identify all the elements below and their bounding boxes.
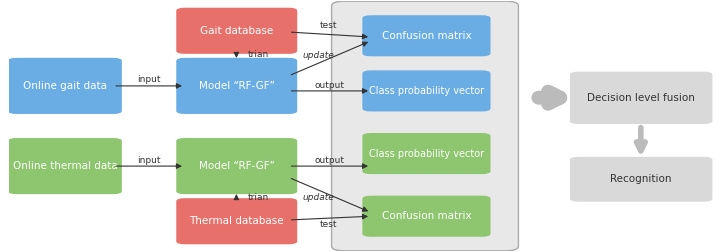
Text: test: test bbox=[319, 21, 337, 30]
FancyBboxPatch shape bbox=[570, 72, 712, 124]
Text: input: input bbox=[137, 75, 160, 84]
Text: Class probability vector: Class probability vector bbox=[369, 149, 484, 159]
Text: Class probability vector: Class probability vector bbox=[369, 86, 484, 96]
FancyBboxPatch shape bbox=[176, 198, 297, 244]
Text: Recognition: Recognition bbox=[611, 174, 672, 184]
Text: Decision level fusion: Decision level fusion bbox=[587, 93, 695, 103]
Text: update: update bbox=[303, 51, 335, 60]
Text: Confusion matrix: Confusion matrix bbox=[382, 211, 471, 221]
Text: test: test bbox=[319, 220, 337, 230]
Text: Online gait data: Online gait data bbox=[23, 81, 107, 91]
Text: input: input bbox=[137, 156, 160, 165]
FancyBboxPatch shape bbox=[332, 1, 518, 251]
FancyBboxPatch shape bbox=[570, 157, 712, 202]
Text: Gait database: Gait database bbox=[200, 26, 274, 36]
FancyBboxPatch shape bbox=[176, 8, 297, 54]
Text: Confusion matrix: Confusion matrix bbox=[382, 31, 471, 41]
FancyBboxPatch shape bbox=[362, 133, 491, 174]
FancyBboxPatch shape bbox=[362, 15, 491, 56]
Text: Model “RF-GF”: Model “RF-GF” bbox=[199, 81, 274, 91]
Text: Model “RF-GF”: Model “RF-GF” bbox=[199, 161, 274, 171]
Text: trian: trian bbox=[248, 193, 269, 202]
FancyBboxPatch shape bbox=[176, 58, 297, 114]
FancyBboxPatch shape bbox=[362, 70, 491, 111]
FancyBboxPatch shape bbox=[8, 138, 122, 194]
FancyBboxPatch shape bbox=[176, 138, 297, 194]
Text: Thermal database: Thermal database bbox=[189, 216, 284, 226]
Text: update: update bbox=[303, 194, 335, 202]
Text: trian: trian bbox=[248, 50, 269, 59]
FancyBboxPatch shape bbox=[8, 58, 122, 114]
FancyBboxPatch shape bbox=[362, 196, 491, 237]
Text: output: output bbox=[315, 156, 345, 165]
Text: Online thermal data: Online thermal data bbox=[12, 161, 118, 171]
Text: output: output bbox=[315, 81, 345, 90]
